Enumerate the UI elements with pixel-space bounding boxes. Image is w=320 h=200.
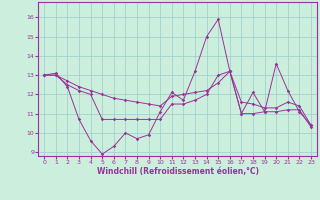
X-axis label: Windchill (Refroidissement éolien,°C): Windchill (Refroidissement éolien,°C) <box>97 167 259 176</box>
